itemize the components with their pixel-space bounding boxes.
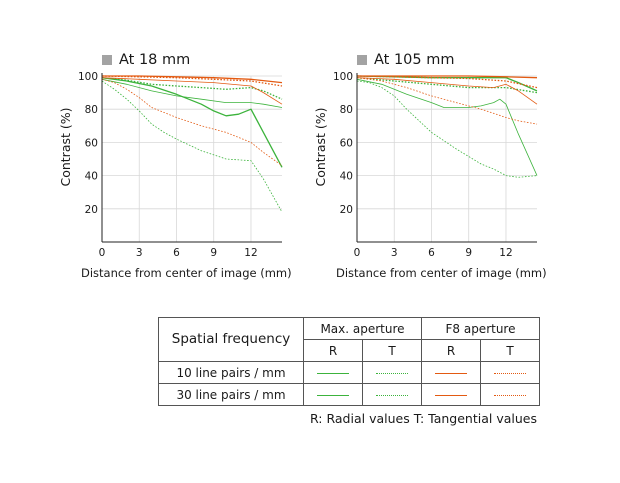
chart-title-105mm: At 105 mm xyxy=(357,52,455,68)
y-tick-label: 100 xyxy=(333,71,353,83)
legend-table: Spatial frequency Max. aperture F8 apert… xyxy=(158,317,540,406)
legend-row-label: 30 line pairs / mm xyxy=(158,383,304,406)
x-tick-label: 0 xyxy=(99,247,106,259)
y-tick-label: 100 xyxy=(78,71,98,83)
series-line-4 xyxy=(102,75,283,84)
x-tick-label: 12 xyxy=(499,247,512,259)
series-line-5 xyxy=(101,75,283,87)
series-line-3 xyxy=(101,80,283,213)
x-tick-label: 6 xyxy=(173,247,180,259)
series-line-5 xyxy=(356,75,538,89)
y-axis-label: Contrast (%) xyxy=(58,107,73,186)
y-tick-label: 20 xyxy=(85,204,98,216)
series-line-1 xyxy=(356,77,538,94)
legend-line-f8-10-r xyxy=(435,372,467,374)
series-line-1 xyxy=(101,77,283,100)
chart-panel-105mm: At 105 mm 20 40 60 80 100 0 3 6 9 12 Contrast (%) … xyxy=(305,48,605,288)
series-line-2 xyxy=(101,78,283,108)
y-tick-label: 20 xyxy=(340,204,353,216)
y-axis-label: Contrast (%) xyxy=(313,107,328,186)
legend-line-f8-30-r xyxy=(435,394,467,396)
x-tick-label: 9 xyxy=(465,247,472,259)
series-line-3 xyxy=(356,80,538,178)
series-line-6 xyxy=(101,77,283,105)
legend-row-30: 30 line pairs / mm xyxy=(158,383,540,406)
title-square-icon xyxy=(102,55,112,65)
x-tick-label: 12 xyxy=(244,247,257,259)
x-tick-label: 6 xyxy=(428,247,435,259)
x-tick-label: 0 xyxy=(354,247,361,259)
y-tick-label: 60 xyxy=(85,137,98,149)
legend-row-10: 10 line pairs / mm xyxy=(158,361,540,384)
y-tick-label: 40 xyxy=(340,171,353,183)
mtf-chart-105mm: 20 40 60 80 100 0 3 6 9 12 Contrast (%) xyxy=(313,71,538,259)
x-tick-label: 3 xyxy=(391,247,398,259)
y-tick-label: 80 xyxy=(85,104,98,116)
chart-panel-18mm: At 18 mm 20 40 60 80 100 0 3 6 9 12 Contrast (%) D… xyxy=(50,48,350,288)
title-square-icon xyxy=(357,55,367,65)
legend-line-f8-30-t xyxy=(494,394,526,396)
max-r-header: R xyxy=(303,339,363,362)
chart-title-text: At 18 mm xyxy=(119,52,191,68)
f8-aperture-header: F8 aperture xyxy=(421,317,540,340)
legend-line-max-10-t xyxy=(376,372,408,374)
chart-title-text: At 105 mm xyxy=(374,52,455,68)
x-axis-label: Distance from center of image (mm) xyxy=(81,266,292,280)
f8-r-header: R xyxy=(421,339,481,362)
series-line-0 xyxy=(356,75,538,92)
legend-row-label: 10 line pairs / mm xyxy=(158,361,304,384)
footnote: R: Radial values T: Tangential values xyxy=(310,411,537,426)
series-line-7 xyxy=(101,78,283,166)
series-line-6 xyxy=(356,77,538,105)
legend-line-f8-10-t xyxy=(494,372,526,374)
y-tick-label: 80 xyxy=(340,104,353,116)
legend-line-max-30-t xyxy=(376,394,408,396)
mtf-chart-18mm: 20 40 60 80 100 0 3 6 9 12 Contrast (%) xyxy=(58,71,283,259)
chart-title-18mm: At 18 mm xyxy=(102,52,190,68)
legend-line-max-10-r xyxy=(317,372,349,374)
legend-line-max-30-r xyxy=(317,394,349,396)
f8-t-header: T xyxy=(480,339,540,362)
x-axis-label: Distance from center of image (mm) xyxy=(336,266,547,280)
series-line-2 xyxy=(356,78,538,176)
x-tick-label: 3 xyxy=(136,247,143,259)
max-aperture-header: Max. aperture xyxy=(303,317,422,340)
spatial-frequency-header: Spatial frequency xyxy=(158,317,304,362)
series-line-4 xyxy=(357,75,538,79)
y-tick-label: 40 xyxy=(85,171,98,183)
series-line-7 xyxy=(356,77,538,125)
x-tick-label: 9 xyxy=(210,247,217,259)
y-tick-label: 60 xyxy=(340,137,353,149)
series-line-0 xyxy=(101,77,283,168)
max-t-header: T xyxy=(362,339,422,362)
